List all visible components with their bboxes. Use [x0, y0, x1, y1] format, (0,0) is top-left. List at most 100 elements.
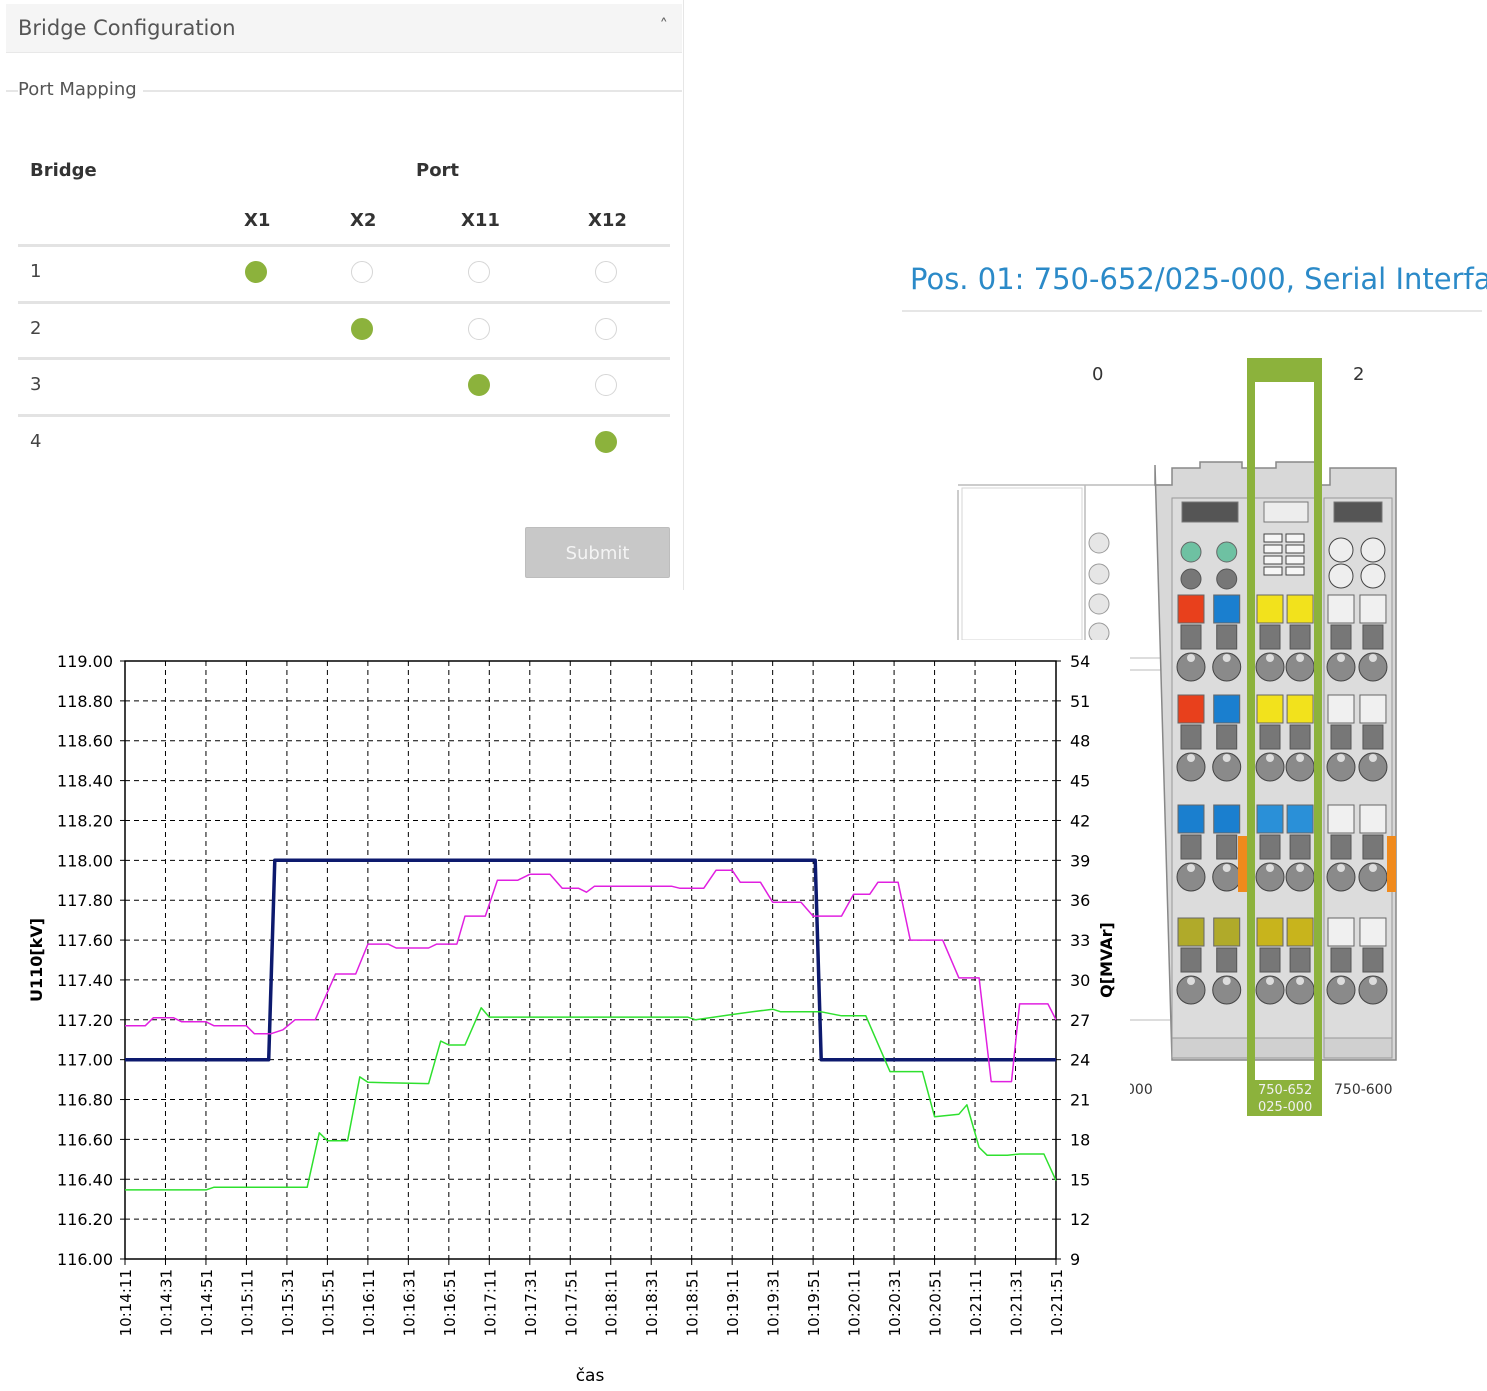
- section-title: Port Mapping: [18, 79, 143, 100]
- x-tick-label: 10:20:11: [846, 1269, 864, 1336]
- coupler-module[interactable]: [957, 484, 1170, 1021]
- x-tick-label: 10:20:31: [886, 1269, 904, 1336]
- port-radio-x12-bridge-4[interactable]: [595, 431, 617, 453]
- ring-icon: [1328, 537, 1354, 563]
- wire-release-lever: [1359, 594, 1387, 624]
- submit-button[interactable]: Submit: [525, 527, 670, 578]
- y-tick-label-left: 116.00: [57, 1250, 113, 1269]
- x-tick-label: 10:20:51: [927, 1269, 945, 1336]
- x-tick-label: 10:14:11: [117, 1269, 135, 1336]
- y-tick-label-left: 116.40: [57, 1170, 113, 1189]
- status-led-icon: [1285, 544, 1305, 554]
- clamp-hole-icon: [1337, 754, 1345, 762]
- clamp-hole-icon: [1222, 864, 1231, 872]
- port-radio-x12-bridge-1[interactable]: [595, 261, 617, 283]
- terminal-slot: [1289, 724, 1311, 750]
- position-label-2[interactable]: 2: [1353, 364, 1364, 385]
- port-radio-x12-bridge-3[interactable]: [595, 374, 617, 396]
- port-radio-x2-bridge-1[interactable]: [351, 261, 373, 283]
- led-icon: [1216, 541, 1238, 563]
- bridge-row-label: 2: [30, 318, 42, 339]
- wire-release-lever: [1359, 917, 1387, 947]
- led-icon: [1180, 568, 1202, 590]
- terminal-slot: [1259, 834, 1281, 860]
- module-label-selected-line2: 025-000: [1258, 1100, 1312, 1115]
- y-tick-label-right: 30: [1070, 971, 1090, 990]
- position-label-0[interactable]: 0: [1092, 364, 1103, 385]
- module-title-divider: [902, 310, 1482, 312]
- x-tick-label: 10:18:11: [603, 1269, 621, 1336]
- terminal-slot: [1330, 834, 1352, 860]
- table-divider: [18, 301, 670, 304]
- clamp-icon: [1255, 652, 1285, 682]
- x-tick-label: 10:16:51: [441, 1269, 459, 1336]
- status-led-icon: [1285, 566, 1305, 576]
- terminal-slot: [1289, 947, 1311, 973]
- y-tick-label-left: 118.20: [57, 811, 113, 830]
- bridge-row-label: 1: [30, 261, 42, 282]
- wire-release-lever: [1359, 804, 1387, 834]
- module-base: [1323, 1037, 1393, 1059]
- port-radio-x11-bridge-1[interactable]: [468, 261, 490, 283]
- side-contact-orange: [1387, 836, 1396, 892]
- status-led-icon: [1285, 533, 1305, 543]
- port-radio-x12-bridge-2[interactable]: [595, 318, 617, 340]
- selected-module-label-bg: [1247, 1080, 1322, 1116]
- clamp-icon: [1255, 752, 1285, 782]
- wire-release-lever: [1327, 804, 1355, 834]
- ring-icon: [1360, 537, 1386, 563]
- clamp-hole-icon: [1296, 654, 1305, 662]
- port-radio-x2-bridge-2[interactable]: [351, 318, 373, 340]
- clamp-icon: [1212, 752, 1242, 782]
- module-base: [1253, 1037, 1319, 1059]
- x-tick-label: 10:19:11: [724, 1269, 742, 1336]
- port-radio-x11-bridge-3[interactable]: [468, 374, 490, 396]
- status-led-icon: [1285, 555, 1305, 565]
- x-tick-label: 10:19:51: [805, 1269, 823, 1336]
- y-tick-label-left: 118.40: [57, 772, 113, 791]
- x-tick-label: 10:17:11: [481, 1269, 499, 1336]
- clamp-hole-icon: [1337, 977, 1345, 985]
- status-led-icon: [1263, 533, 1283, 543]
- terminal-slot: [1330, 947, 1352, 973]
- port-header-x1: X1: [244, 210, 271, 231]
- panel-header[interactable]: Bridge Configuration ˄: [6, 4, 682, 53]
- x-tick-label: 10:17:51: [562, 1269, 580, 1336]
- y-tick-label-right: 45: [1070, 772, 1090, 791]
- clamp-hole-icon: [1187, 754, 1195, 762]
- terminal-slot: [1259, 624, 1281, 650]
- chart-grid: [125, 661, 1056, 1259]
- y-tick-label-left: 118.60: [57, 732, 113, 751]
- clamp-icon: [1176, 862, 1206, 892]
- wire-release-lever: [1327, 594, 1355, 624]
- clamp-icon: [1326, 752, 1356, 782]
- wire-release-lever: [1213, 804, 1241, 834]
- terminal-slot: [1216, 834, 1238, 860]
- y-tick-label-right: 21: [1070, 1091, 1090, 1110]
- chevron-up-icon[interactable]: ˄: [659, 16, 669, 36]
- y-tick-label-right: 27: [1070, 1011, 1090, 1030]
- port-header-x2: X2: [350, 210, 377, 231]
- column-header-port: Port: [416, 160, 460, 181]
- led-icon: [1216, 568, 1238, 590]
- y-tick-label-right: 39: [1070, 851, 1090, 870]
- series-line-3: [125, 1007, 1057, 1191]
- wire-release-lever: [1327, 694, 1355, 724]
- y-tick-label-right: 42: [1070, 811, 1090, 830]
- wire-release-lever: [1286, 804, 1314, 834]
- voltage-reactive-power-chart: 116.00 116.20 116.40 116.60 116.80 117.00 117.…: [0, 640, 1130, 1391]
- port-radio-x1-bridge-1[interactable]: [245, 261, 267, 283]
- y-tick-label-right: 54: [1070, 652, 1090, 671]
- port-radio-x11-bridge-2[interactable]: [468, 318, 490, 340]
- clamp-hole-icon: [1222, 977, 1231, 985]
- table-divider: [18, 244, 670, 247]
- clamp-hole-icon: [1368, 754, 1377, 762]
- chart-ticks: 116.00 116.20 116.40 116.60 116.80 117.00 117.…: [57, 652, 1090, 1336]
- clamp-hole-icon: [1222, 754, 1231, 762]
- wire-release-lever: [1177, 694, 1205, 724]
- y-tick-label-right: 18: [1070, 1130, 1090, 1149]
- y-tick-label-left: 116.80: [57, 1091, 113, 1110]
- clamp-hole-icon: [1296, 864, 1305, 872]
- clamp-hole-icon: [1296, 754, 1305, 762]
- clamp-hole-icon: [1187, 864, 1195, 872]
